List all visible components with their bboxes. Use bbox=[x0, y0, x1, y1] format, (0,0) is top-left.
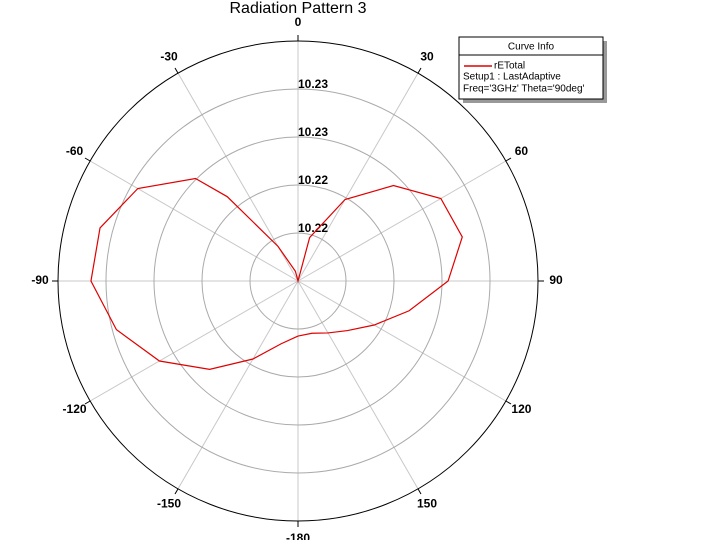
grid-ring bbox=[249, 232, 347, 330]
grid-spoke bbox=[297, 280, 419, 490]
angle-tick bbox=[505, 400, 512, 405]
angle-tick bbox=[84, 400, 91, 405]
angle-tick-label: -90 bbox=[31, 273, 49, 287]
grid-spoke bbox=[297, 72, 419, 282]
angle-tick-label: -60 bbox=[66, 144, 84, 158]
angle-tick bbox=[174, 488, 179, 495]
legend-title: Curve Info bbox=[508, 42, 555, 53]
legend-label: rETotal bbox=[494, 61, 525, 72]
legend-text: Freq='3GHz' Theta='90deg' bbox=[463, 84, 585, 95]
legend-text: Setup1 : LastAdaptive bbox=[463, 72, 561, 83]
angle-tick bbox=[417, 67, 422, 74]
grid-spoke bbox=[177, 280, 299, 490]
angle-tick-label: 0 bbox=[295, 15, 302, 29]
series-line bbox=[90, 177, 463, 370]
radial-tick-label: 10.22 bbox=[298, 221, 328, 235]
radial-tick-label: 10.23 bbox=[298, 77, 328, 91]
grid-ring bbox=[105, 88, 491, 474]
angle-tick-label: -120 bbox=[63, 402, 87, 416]
angle-tick-label: 120 bbox=[511, 402, 531, 416]
grid-spoke bbox=[297, 280, 507, 402]
angle-tick bbox=[84, 157, 91, 162]
legend-box bbox=[458, 36, 604, 100]
chart-title: Radiation Pattern 3 bbox=[230, 0, 367, 17]
grid-ring bbox=[153, 136, 443, 426]
angle-tick-label: 30 bbox=[420, 50, 434, 64]
angle-tick-label: 90 bbox=[549, 273, 563, 287]
radial-tick-label: 10.22 bbox=[298, 173, 328, 187]
plot: -180 -150 -120 -90 -60 -30 0 30 60 90 120 150 10.22 1… bbox=[31, 15, 563, 540]
grid-spoke bbox=[297, 160, 507, 282]
angle-tick-label: -150 bbox=[157, 497, 181, 511]
grid-spoke bbox=[89, 280, 299, 402]
radial-tick-label: 10.23 bbox=[298, 125, 328, 139]
angle-tick bbox=[417, 488, 422, 495]
grid-ring bbox=[201, 184, 395, 378]
angle-tick-label: 60 bbox=[515, 144, 529, 158]
grid-spoke bbox=[89, 160, 299, 282]
legend: Curve Info rETotal Setup1 : LastAdaptive… bbox=[458, 36, 607, 103]
angle-tick bbox=[505, 157, 512, 162]
angle-tick-label: -180 bbox=[286, 531, 310, 540]
angle-tick bbox=[174, 67, 179, 74]
angle-tick-label: -30 bbox=[160, 50, 178, 64]
angle-tick-label: 150 bbox=[417, 497, 437, 511]
